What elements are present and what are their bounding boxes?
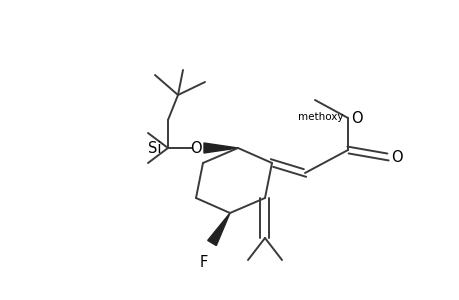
Text: Si: Si bbox=[148, 140, 162, 155]
Text: O: O bbox=[190, 140, 202, 155]
Polygon shape bbox=[207, 213, 230, 246]
Text: F: F bbox=[200, 255, 207, 270]
Text: O: O bbox=[390, 149, 402, 164]
Text: O: O bbox=[350, 110, 362, 125]
Text: methoxy: methoxy bbox=[298, 112, 343, 122]
Polygon shape bbox=[203, 143, 237, 153]
